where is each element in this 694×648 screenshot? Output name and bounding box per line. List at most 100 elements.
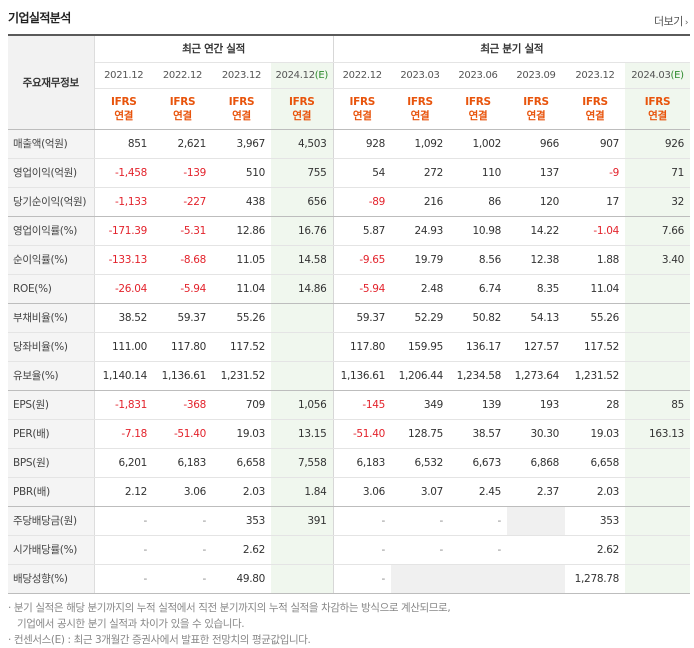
table-cell: 6.74 <box>449 274 507 304</box>
table-cell: 71 <box>625 158 690 188</box>
table-cell: -5.31 <box>153 216 212 246</box>
table-row: 유보율(%) 1,140.14 1,136.61 1,231.52 1,136.61 1,… <box>8 361 690 391</box>
table-cell: - <box>449 535 507 565</box>
table-cell: -9 <box>565 158 625 188</box>
table-cell: 1,273.64 <box>507 361 565 391</box>
table-cell: - <box>391 506 449 536</box>
table-cell: 19.03 <box>212 419 271 449</box>
table-cell: 851 <box>94 129 153 159</box>
table-row: 배당성향(%) - -49.80-1,278.78 <box>8 564 690 594</box>
table-cell: 216 <box>391 187 449 217</box>
table-cell: 3.06 <box>332 477 391 507</box>
table-cell: 8.56 <box>449 245 507 275</box>
row-label: 배당성향(%) <box>8 564 95 594</box>
table-cell: 11.04 <box>212 274 271 304</box>
table-cell: 7.66 <box>625 216 690 246</box>
table-cell: 510 <box>212 158 271 188</box>
table-cell: 117.80 <box>153 332 212 362</box>
table-cell: 1,278.78 <box>565 564 625 594</box>
period-header: 2023.12 <box>212 62 271 89</box>
table-cell: 353 <box>212 506 271 536</box>
table-cell <box>507 535 565 565</box>
table-cell: 55.26 <box>565 303 625 333</box>
table-cell: 6,201 <box>94 448 153 478</box>
table-cell: 6,673 <box>449 448 507 478</box>
table-cell: 54 <box>332 158 391 188</box>
table-cell: 17 <box>565 187 625 217</box>
table-cell: - <box>391 535 449 565</box>
row-label: PER(배) <box>8 419 95 449</box>
table-cell: - <box>332 564 391 594</box>
table-cell: 1,231.52 <box>565 361 625 391</box>
row-label: 영업이익률(%) <box>8 216 95 246</box>
table-cell: 6,183 <box>153 448 212 478</box>
table-cell: 120 <box>507 187 565 217</box>
table-cell: 391 <box>271 506 333 536</box>
table-cell: 6,658 <box>565 448 625 478</box>
table-cell: -145 <box>332 390 391 420</box>
table-cell: 2.12 <box>94 477 153 507</box>
table-cell: -1.04 <box>565 216 625 246</box>
table-cell: 136.17 <box>449 332 507 362</box>
table-row: 영업이익률(%) -171.39 -5.31 12.86 16.76 5.87 24.93 1… <box>8 216 690 246</box>
table-cell: - <box>153 564 212 594</box>
period-header: 2023.09 <box>507 62 565 89</box>
table-cell: 14.58 <box>271 245 333 275</box>
header-group-row: 주요재무정보 최근 연간 실적 최근 분기 실적 <box>8 36 690 130</box>
table-cell <box>271 535 333 565</box>
table-cell: 907 <box>565 129 625 159</box>
table-cell: 1.88 <box>565 245 625 275</box>
table-cell <box>625 564 690 594</box>
table-cell: 8.35 <box>507 274 565 304</box>
table-cell: -51.40 <box>153 419 212 449</box>
table-cell: -8.68 <box>153 245 212 275</box>
table-cell: - <box>153 506 212 536</box>
ifrs-label: IFRS 연결 <box>271 88 333 130</box>
table-row: 영업이익(억원) -1,458 -139 510 755 54 272 110 137 -9 71 <box>8 158 690 188</box>
more-link[interactable]: 더보기 › <box>654 13 689 29</box>
table-cell: -89 <box>332 187 391 217</box>
table-cell: -5.94 <box>332 274 391 304</box>
table-cell: 11.05 <box>212 245 271 275</box>
table-cell: 2.03 <box>565 477 625 507</box>
financial-summary-table-wrap: 주요재무정보 최근 연간 실적 최근 분기 실적 2021.12 2022.12 2… <box>8 34 690 594</box>
ifrs-label: IFRS 연결 <box>212 88 271 130</box>
table-row: 당좌비율(%) 111.00 117.80 117.52 117.80 159.95 136… <box>8 332 690 362</box>
row-label: PBR(배) <box>8 477 95 507</box>
table-cell: 50.82 <box>449 303 507 333</box>
table-cell: - <box>332 535 391 565</box>
table-cell: 16.76 <box>271 216 333 246</box>
footnotes: · 분기 실적은 해당 분기까지의 누적 실적에서 직전 분기까지의 누적 실적… <box>8 600 451 648</box>
table-cell: -51.40 <box>332 419 391 449</box>
table-cell: 11.04 <box>565 274 625 304</box>
ifrs-label: IFRS 연결 <box>625 88 690 130</box>
table-cell: 163.13 <box>625 419 690 449</box>
more-label: 더보기 <box>654 15 683 28</box>
table-cell: 6,658 <box>212 448 271 478</box>
table-cell: 111.00 <box>94 332 153 362</box>
table-cell: 709 <box>212 390 271 420</box>
table-cell: 1,002 <box>449 129 507 159</box>
table-cell: 755 <box>271 158 333 188</box>
table-cell <box>449 564 507 594</box>
table-row: PBR(배) 2.12 3.06 2.03 1.84 3.06 3.07 2.45 2.37 2.… <box>8 477 690 507</box>
table-cell: 6,532 <box>391 448 449 478</box>
ifrs-label: IFRS 연결 <box>507 88 565 130</box>
table-cell: 19.79 <box>391 245 449 275</box>
ifrs-label: IFRS 연결 <box>391 88 449 130</box>
table-row: ROE(%) -26.04 -5.94 11.04 14.86 -5.94 2.48 6.74… <box>8 274 690 304</box>
table-cell: 52.29 <box>391 303 449 333</box>
period-header: 2023.03 <box>391 62 449 89</box>
table-cell <box>271 332 333 362</box>
table-cell: 30.30 <box>507 419 565 449</box>
row-label: BPS(원) <box>8 448 95 478</box>
table-cell: 59.37 <box>332 303 391 333</box>
estimate-mark: (E) <box>670 69 685 81</box>
ifrs-label: IFRS 연결 <box>449 88 507 130</box>
row-label: ROE(%) <box>8 274 95 304</box>
table-row: PER(배) -7.18 -51.40 19.03 13.15 -51.40 128.75 3… <box>8 419 690 449</box>
table-cell: -7.18 <box>94 419 153 449</box>
financial-summary-table: 주요재무정보 최근 연간 실적 최근 분기 실적 2021.12 2022.12 2… <box>8 36 690 594</box>
table-cell: 966 <box>507 129 565 159</box>
table-cell: 14.22 <box>507 216 565 246</box>
